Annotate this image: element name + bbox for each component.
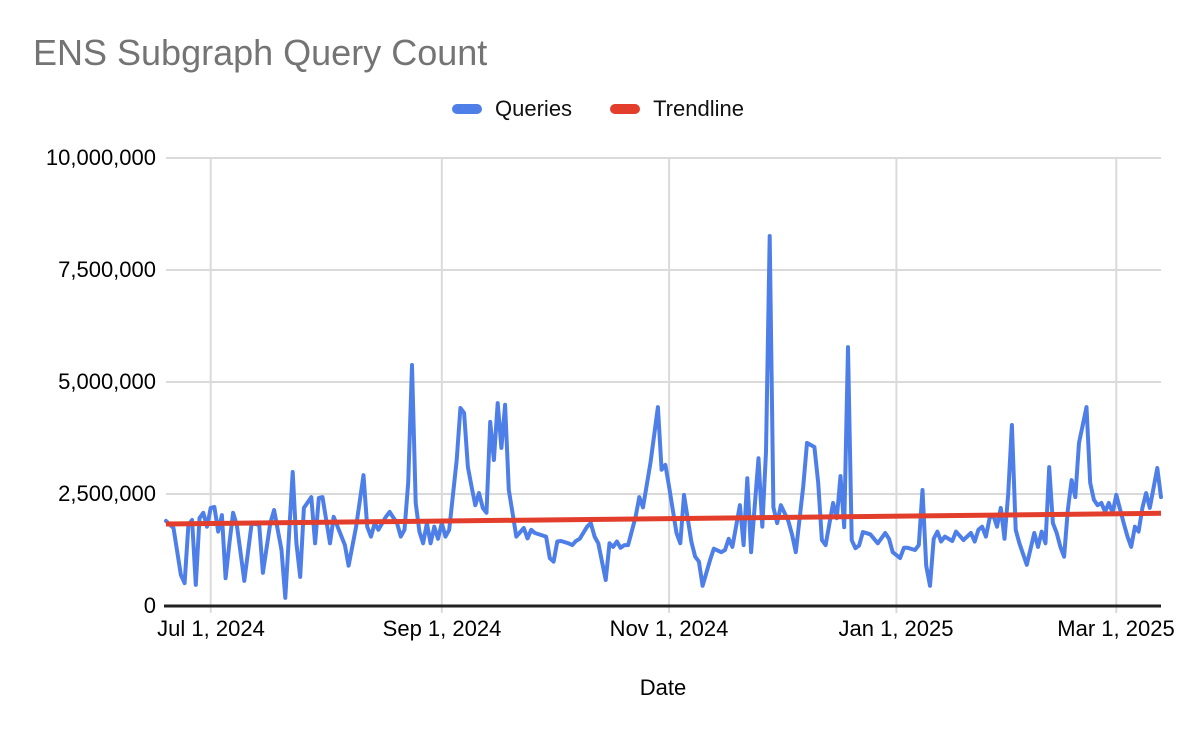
x-axis-labels: Jul 1, 2024 Sep 1, 2024 Nov 1, 2024 Jan 1, … xyxy=(0,616,1196,646)
y-tick-label: 2,500,000 xyxy=(58,481,156,506)
trendline xyxy=(165,510,1162,527)
x-tick-label: Jan 1, 2025 xyxy=(838,616,954,641)
y-tick-label: 5,000,000 xyxy=(58,369,156,394)
y-tick-label: 0 xyxy=(143,593,156,618)
y-tick-label: 10,000,000 xyxy=(45,145,156,170)
chart-title: ENS Subgraph Query Count xyxy=(33,32,488,73)
legend-item-queries: Queries xyxy=(452,97,572,121)
x-tick-label: Nov 1, 2024 xyxy=(609,616,729,641)
y-tick-label: 7,500,000 xyxy=(58,257,156,282)
x-axis-title: Date xyxy=(639,675,687,700)
queries-line xyxy=(164,234,1163,600)
x-tick-label: Jul 1, 2024 xyxy=(157,616,265,641)
queries-swatch xyxy=(452,104,483,114)
x-tick-label: Mar 1, 2025 xyxy=(1057,616,1175,641)
legend-item-trendline: Trendline xyxy=(610,97,744,121)
legend: Queries Trendline xyxy=(0,97,1196,121)
trendline-swatch xyxy=(610,104,641,114)
legend-label: Queries xyxy=(495,96,573,121)
x-tick-label: Sep 1, 2024 xyxy=(382,616,502,641)
legend-label: Trendline xyxy=(653,96,744,121)
